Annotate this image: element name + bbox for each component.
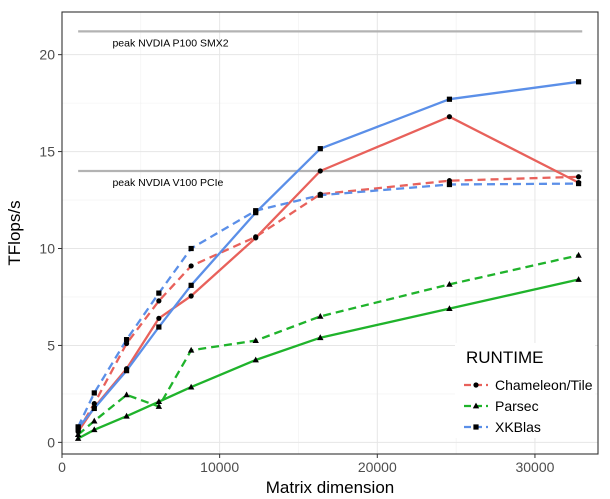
data-point-xkblas-solid — [91, 405, 97, 412]
x-axis-title: Matrix dimension — [266, 478, 395, 497]
data-point-xkblas-dashed — [123, 337, 130, 343]
data-point-xkblas-solid — [188, 282, 194, 288]
data-point-xkblas-dashed — [446, 181, 453, 188]
data-point-parsec-solid — [575, 276, 582, 282]
reference-line-label: peak NVDIA V100 PCIe — [112, 177, 223, 189]
data-point-parsec-solid — [91, 426, 98, 433]
data-point-xkblas-dashed — [156, 290, 162, 296]
series-markers — [74, 79, 582, 441]
data-point-parsec-dashed — [317, 312, 324, 319]
data-point-xkblas-dashed — [317, 192, 323, 198]
data-point-parsec-solid — [187, 383, 195, 390]
data-point-chameleon-tile-solid — [188, 293, 194, 299]
data-point-parsec-dashed — [575, 251, 582, 258]
y-tick-label: 0 — [47, 434, 55, 450]
y-tick-label: 20 — [39, 47, 55, 63]
data-point-parsec-dashed — [252, 337, 259, 343]
x-tick-label: 0 — [58, 459, 66, 475]
data-point-parsec-dashed — [123, 391, 130, 398]
legend-background — [455, 343, 595, 438]
data-point-chameleon-tile-solid — [317, 168, 323, 174]
grid-minor — [62, 12, 598, 454]
data-point-xkblas-solid — [317, 146, 323, 152]
data-point-xkblas-dashed — [575, 180, 582, 187]
plot-panel-border — [61, 11, 599, 455]
legend-title: RUNTIME — [466, 348, 543, 367]
data-point-parsec-solid — [252, 356, 259, 363]
data-point-chameleon-tile-dashed — [575, 174, 582, 180]
data-point-chameleon-tile-solid — [446, 114, 453, 120]
data-point-parsec-solid — [123, 412, 130, 419]
y-axis-ticks: 0 5 10 15 20 — [39, 47, 62, 450]
data-point-chameleon-tile-dashed — [156, 298, 162, 304]
x-axis-ticks: 0 10000 20000 30000 — [58, 454, 555, 475]
data-point-xkblas-solid — [446, 96, 453, 102]
reference-line-label: peak NVDIA P100 SMX2 — [112, 37, 228, 49]
data-point-xkblas-solid — [156, 324, 162, 330]
data-point-parsec-dashed — [446, 280, 453, 287]
legend-key-marker — [473, 382, 479, 388]
data-point-xkblas-dashed — [91, 390, 97, 396]
data-point-parsec-solid — [317, 334, 324, 341]
legend-items: Chameleon/Tile Parsec XKBlas — [464, 377, 593, 435]
data-point-xkblas-dashed — [188, 245, 194, 252]
y-tick-label: 15 — [39, 144, 55, 160]
data-point-parsec-solid — [446, 305, 453, 312]
data-point-xkblas-solid — [575, 79, 582, 85]
data-point-chameleon-tile-dashed — [253, 234, 259, 240]
legend-label: XKBlas — [495, 419, 541, 435]
data-point-parsec-solid — [74, 435, 82, 441]
data-point-chameleon-tile-dashed — [188, 263, 194, 269]
legend: RUNTIME Chameleon/Tile Parsec XKBlas — [455, 343, 595, 438]
x-tick-label: 10000 — [200, 459, 239, 475]
data-point-chameleon-tile-dashed — [91, 400, 97, 407]
y-tick-label: 10 — [39, 241, 55, 257]
data-point-parsec-solid — [155, 398, 163, 405]
legend-key-marker — [472, 402, 480, 409]
data-point-xkblas-solid — [123, 368, 130, 374]
x-tick-label: 20000 — [358, 459, 397, 475]
data-point-parsec-dashed — [187, 346, 195, 353]
data-point-xkblas-dashed — [253, 208, 259, 214]
y-tick-label: 5 — [47, 337, 55, 353]
x-tick-label: 30000 — [515, 459, 554, 475]
data-point-parsec-dashed — [91, 417, 98, 424]
data-point-parsec-dashed — [155, 403, 163, 409]
legend-label: Chameleon/Tile — [495, 377, 593, 393]
data-point-xkblas-dashed — [75, 424, 81, 430]
data-point-chameleon-tile-solid — [156, 315, 162, 321]
legend-label: Parsec — [495, 398, 539, 414]
legend-key-marker — [473, 424, 479, 430]
reference-lines: peak NVDIA P100 SMX2 peak NVDIA V100 PCIe — [78, 30, 583, 189]
data-point-parsec-dashed — [74, 431, 82, 438]
y-axis-title: TFlops/s — [5, 200, 24, 265]
